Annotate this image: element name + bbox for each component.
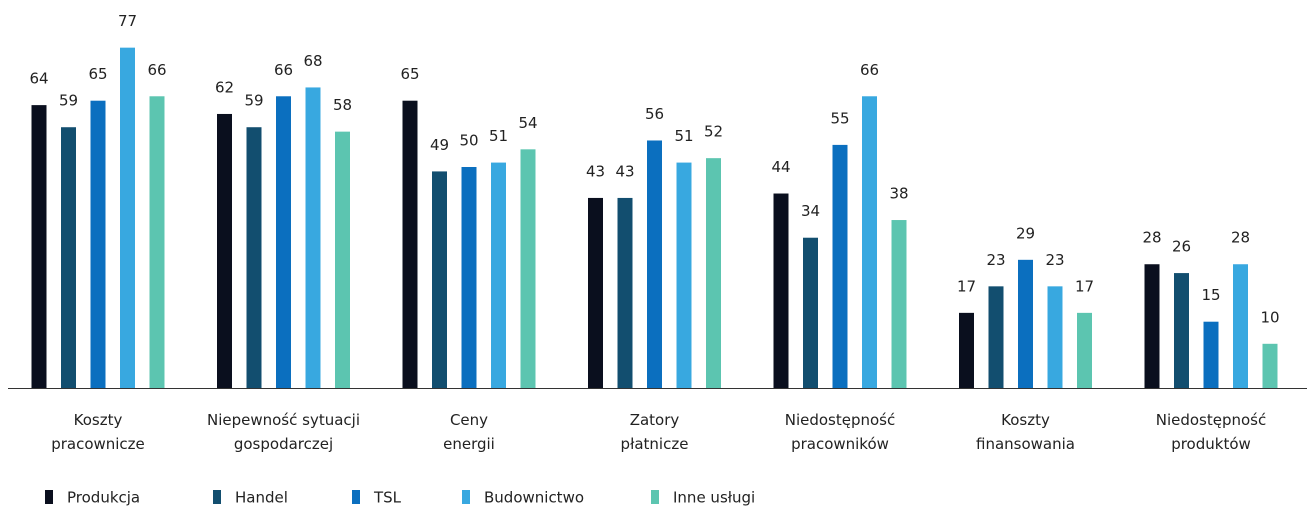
legend-swatch — [45, 490, 53, 504]
data-label: 23 — [1045, 251, 1064, 269]
bar — [988, 286, 1004, 388]
data-label: 38 — [889, 185, 908, 203]
data-label: 66 — [274, 61, 293, 79]
data-label: 17 — [957, 277, 976, 295]
bar — [773, 193, 789, 388]
bar — [402, 100, 418, 388]
data-label: 17 — [1075, 277, 1094, 295]
data-label: 66 — [147, 61, 166, 79]
bar — [432, 171, 447, 388]
legend-label: TSL — [373, 489, 402, 507]
legend-swatch — [462, 490, 470, 504]
data-label: 66 — [860, 61, 879, 79]
data-label: 54 — [518, 114, 537, 132]
bar — [1233, 264, 1248, 388]
data-label: 64 — [29, 70, 48, 88]
data-label: 15 — [1201, 286, 1220, 304]
bar — [588, 197, 603, 388]
data-label: 68 — [303, 52, 322, 70]
bar — [335, 131, 350, 388]
legend-swatch — [352, 490, 360, 504]
bar — [1203, 321, 1219, 388]
data-label: 77 — [118, 12, 137, 30]
data-label: 52 — [704, 123, 723, 141]
bar — [217, 113, 232, 389]
bar — [90, 100, 106, 388]
data-label: 26 — [1172, 238, 1191, 256]
bar — [862, 96, 877, 388]
data-label: 62 — [215, 78, 234, 96]
data-label: 65 — [400, 65, 419, 83]
bar — [706, 158, 721, 388]
bar — [617, 197, 633, 388]
data-label: 50 — [459, 132, 478, 150]
data-label: 51 — [489, 127, 508, 145]
x-tick-label: Koszty finansowania — [976, 411, 1075, 453]
data-label: 23 — [986, 251, 1005, 269]
bar — [832, 144, 848, 388]
data-label: 59 — [244, 92, 263, 110]
x-tick-label: Niedostępność produktów — [1155, 411, 1267, 453]
bar — [1144, 264, 1160, 388]
x-tick-label: Niedostępność pracowników — [784, 411, 896, 453]
data-label: 10 — [1260, 308, 1279, 326]
data-label: 29 — [1016, 224, 1035, 242]
data-label: 51 — [674, 127, 693, 145]
legend-label: Budownictwo — [484, 489, 584, 507]
data-label: 28 — [1142, 229, 1161, 247]
bar — [1047, 286, 1063, 388]
bar — [647, 140, 662, 388]
bar — [1077, 312, 1092, 388]
bar — [491, 162, 506, 388]
bar — [61, 127, 76, 388]
x-tick-label: Koszty pracownicze — [51, 411, 145, 453]
bar — [891, 220, 907, 388]
x-tick-label: Zatory płatnicze — [620, 411, 689, 453]
bar — [676, 162, 692, 388]
data-label: 58 — [333, 96, 352, 114]
legend-label: Handel — [235, 489, 288, 507]
x-tick-label: Niepewność sytuacji gospodarczej — [206, 411, 360, 453]
bar — [461, 167, 477, 388]
legend-swatch — [213, 490, 221, 504]
bar — [120, 47, 135, 388]
bar — [31, 105, 47, 389]
data-label: 43 — [586, 162, 605, 180]
bar — [803, 237, 818, 388]
data-label: 28 — [1231, 229, 1250, 247]
bar — [305, 87, 321, 388]
data-label: 55 — [830, 109, 849, 127]
data-label: 65 — [88, 65, 107, 83]
bar — [1018, 259, 1033, 388]
data-label: 56 — [645, 105, 664, 123]
bar — [1262, 343, 1278, 388]
bar — [959, 312, 974, 388]
legend-label: Inne usługi — [673, 489, 755, 507]
data-label: 49 — [430, 136, 449, 154]
data-label: 44 — [771, 158, 790, 176]
legend-label: Produkcja — [67, 489, 140, 507]
data-label: 34 — [801, 202, 820, 220]
bar — [1174, 273, 1189, 388]
legend-swatch — [651, 490, 659, 504]
bar — [276, 96, 291, 388]
x-tick-label: Ceny energii — [443, 411, 495, 453]
bar — [149, 96, 165, 388]
data-label: 43 — [615, 162, 634, 180]
data-label: 59 — [59, 92, 78, 110]
bar — [246, 127, 262, 388]
bar — [520, 149, 536, 388]
